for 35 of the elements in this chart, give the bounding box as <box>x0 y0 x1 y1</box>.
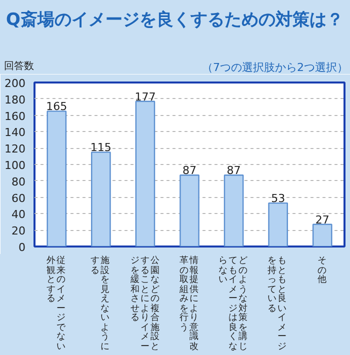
y-tick-label: 20 <box>12 224 26 238</box>
bar <box>224 174 244 246</box>
category-label: 情報提供により意識改革の取組みを行う <box>180 256 198 352</box>
y-tick-label: 140 <box>4 126 26 140</box>
y-tick-label: 40 <box>12 208 26 222</box>
y-tick-label: 100 <box>4 159 26 172</box>
y-axis-title: 回答数 <box>4 60 34 74</box>
category-label: 従来のイメージでない外観とする <box>46 256 66 352</box>
data-label: 177 <box>134 90 156 104</box>
y-tick-label: 160 <box>4 110 26 123</box>
bar <box>46 110 67 246</box>
y-tick-label: 0 <box>18 241 26 254</box>
bar <box>135 100 156 246</box>
data-label: 87 <box>182 164 196 178</box>
bar <box>268 202 288 246</box>
bar <box>180 174 200 246</box>
y-tick-label: 180 <box>4 93 26 106</box>
data-label: 87 <box>226 164 241 178</box>
category-label: 公園などの複合施設とすることによりイメージを緩和させる <box>130 256 160 352</box>
y-tick-label: 200 <box>4 77 26 90</box>
category-label: もともと良いイメージを持っている <box>268 256 286 352</box>
chart-title: Q斎場のイメージを良くするための対策は？ <box>6 9 344 32</box>
data-label: 53 <box>271 192 286 206</box>
chart-subtitle: （7つの選択肢から2つ選択） <box>202 60 348 76</box>
data-label: 165 <box>46 100 68 114</box>
bar <box>91 152 111 246</box>
data-label: 115 <box>90 141 112 154</box>
bar <box>312 224 332 246</box>
y-tick-label: 60 <box>12 192 26 205</box>
data-label: 27 <box>315 213 330 226</box>
category-label: どのような対策を講じてもイメージは良くならない <box>218 256 248 352</box>
category-label: 施設を見えないようにする <box>90 256 110 352</box>
y-tick-label: 80 <box>12 175 26 188</box>
y-tick-label: 120 <box>4 142 26 156</box>
x-tick-label: その他 <box>317 256 327 287</box>
